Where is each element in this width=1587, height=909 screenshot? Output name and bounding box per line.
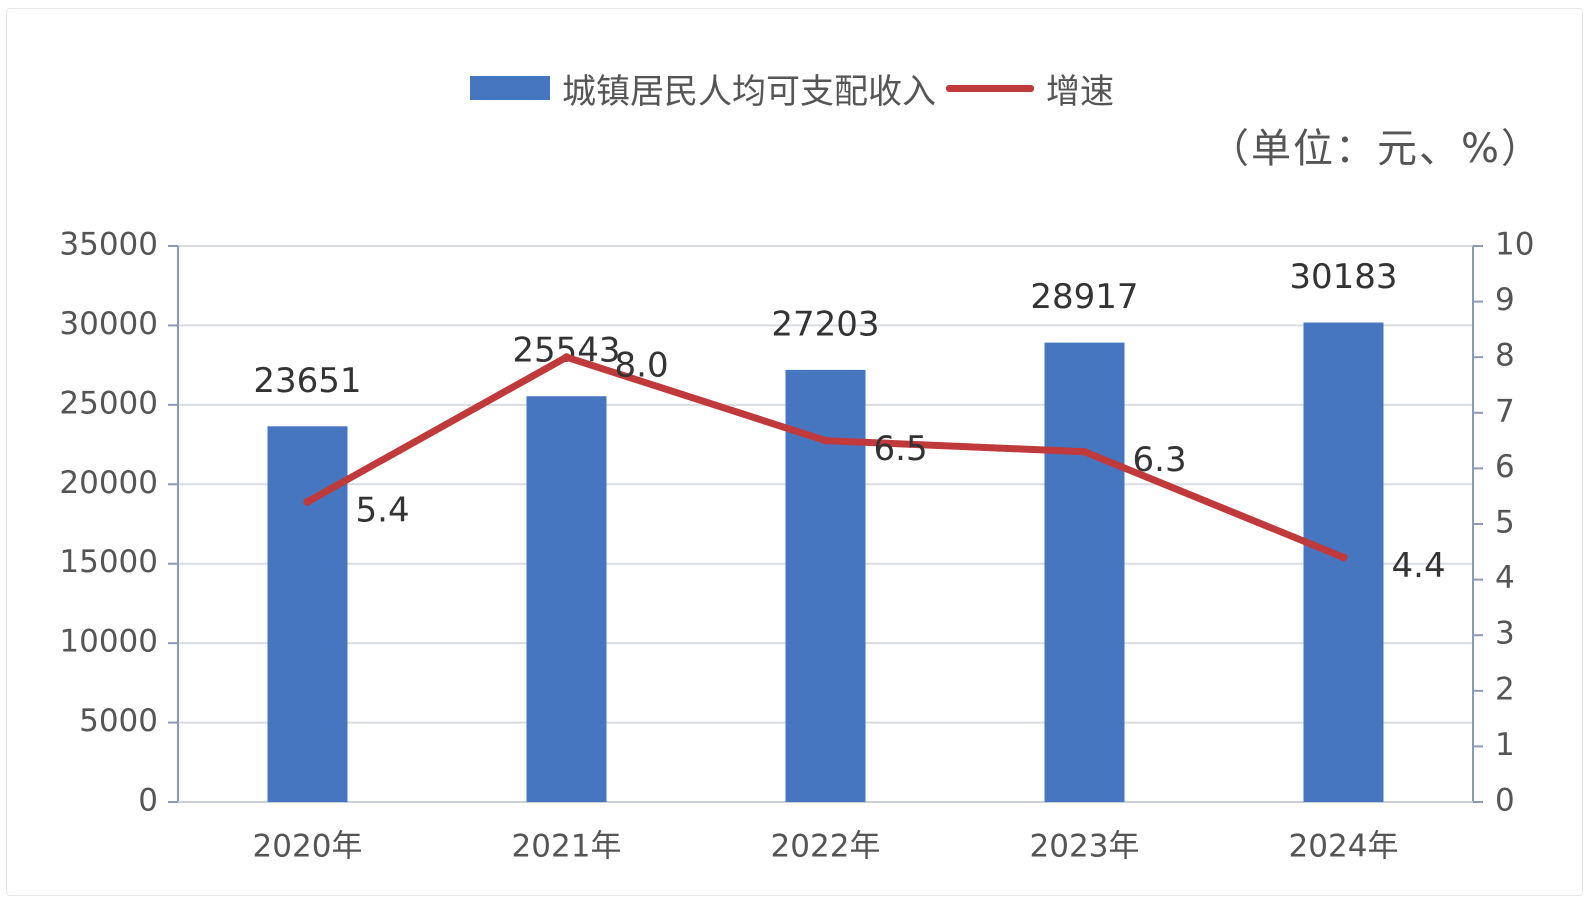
growth-point <box>1339 553 1348 562</box>
right-axis-tick-label: 3 <box>1495 616 1515 652</box>
growth-point <box>1080 447 1089 456</box>
x-axis-category-label: 2022年 <box>771 829 881 865</box>
right-axis-tick-label: 1 <box>1495 727 1515 763</box>
growth-value-label: 8.0 <box>615 346 669 386</box>
growth-point <box>562 353 571 362</box>
left-axis-tick-label: 5000 <box>79 703 158 739</box>
left-axis-tick-label: 30000 <box>59 306 158 342</box>
legend-swatch-bar <box>470 76 550 100</box>
legend-swatch-line <box>946 84 1034 92</box>
right-axis-tick-label: 5 <box>1495 505 1515 541</box>
legend-label-income: 城镇居民人均可支配收入 <box>562 71 936 112</box>
x-axis-category-label: 2024年 <box>1289 829 1399 865</box>
right-axis-tick-label: 0 <box>1495 783 1515 819</box>
legend-item-growth: 增速 <box>946 64 1114 113</box>
right-axis-tick-label: 10 <box>1495 227 1534 263</box>
bar-value-label: 25543 <box>512 331 620 371</box>
x-axis-category-label: 2021年 <box>512 829 622 865</box>
unit-note: （单位：元、%） <box>1208 126 1543 172</box>
x-axis-category-label: 2023年 <box>1030 829 1140 865</box>
left-axis-tick-label: 0 <box>138 783 158 819</box>
right-axis-tick-label: 9 <box>1495 282 1515 318</box>
right-axis-tick-label: 4 <box>1495 560 1515 596</box>
chart-legend: 城镇居民人均可支配收入 增速 <box>470 64 1114 113</box>
bar-value-label: 28917 <box>1030 277 1138 317</box>
bar-value-label: 30183 <box>1289 257 1397 297</box>
growth-value-label: 5.4 <box>356 490 410 530</box>
bar-value-label: 23651 <box>253 361 361 401</box>
growth-point <box>821 436 830 445</box>
bar-2024年 <box>1303 322 1384 802</box>
legend-label-growth: 增速 <box>1046 71 1114 112</box>
growth-value-label: 6.3 <box>1133 440 1187 480</box>
left-axis-tick-label: 15000 <box>59 544 158 580</box>
legend-item-income: 城镇居民人均可支配收入 <box>470 64 936 113</box>
bar-value-label: 27203 <box>771 304 879 344</box>
right-axis-tick-label: 6 <box>1495 449 1515 485</box>
bar-2021年 <box>526 396 607 802</box>
growth-value-label: 4.4 <box>1392 546 1446 586</box>
left-axis-tick-label: 20000 <box>59 465 158 501</box>
right-axis-tick-label: 7 <box>1495 393 1515 429</box>
right-axis-tick-label: 8 <box>1495 338 1515 374</box>
left-axis-tick-label: 35000 <box>59 227 158 263</box>
x-axis-category-label: 2020年 <box>253 829 363 865</box>
right-axis-tick-label: 2 <box>1495 671 1515 707</box>
left-axis-tick-label: 25000 <box>59 385 158 421</box>
growth-value-label: 6.5 <box>874 429 928 469</box>
growth-point <box>303 497 312 506</box>
left-axis-tick-label: 10000 <box>59 624 158 660</box>
bar-2023年 <box>1044 342 1125 802</box>
